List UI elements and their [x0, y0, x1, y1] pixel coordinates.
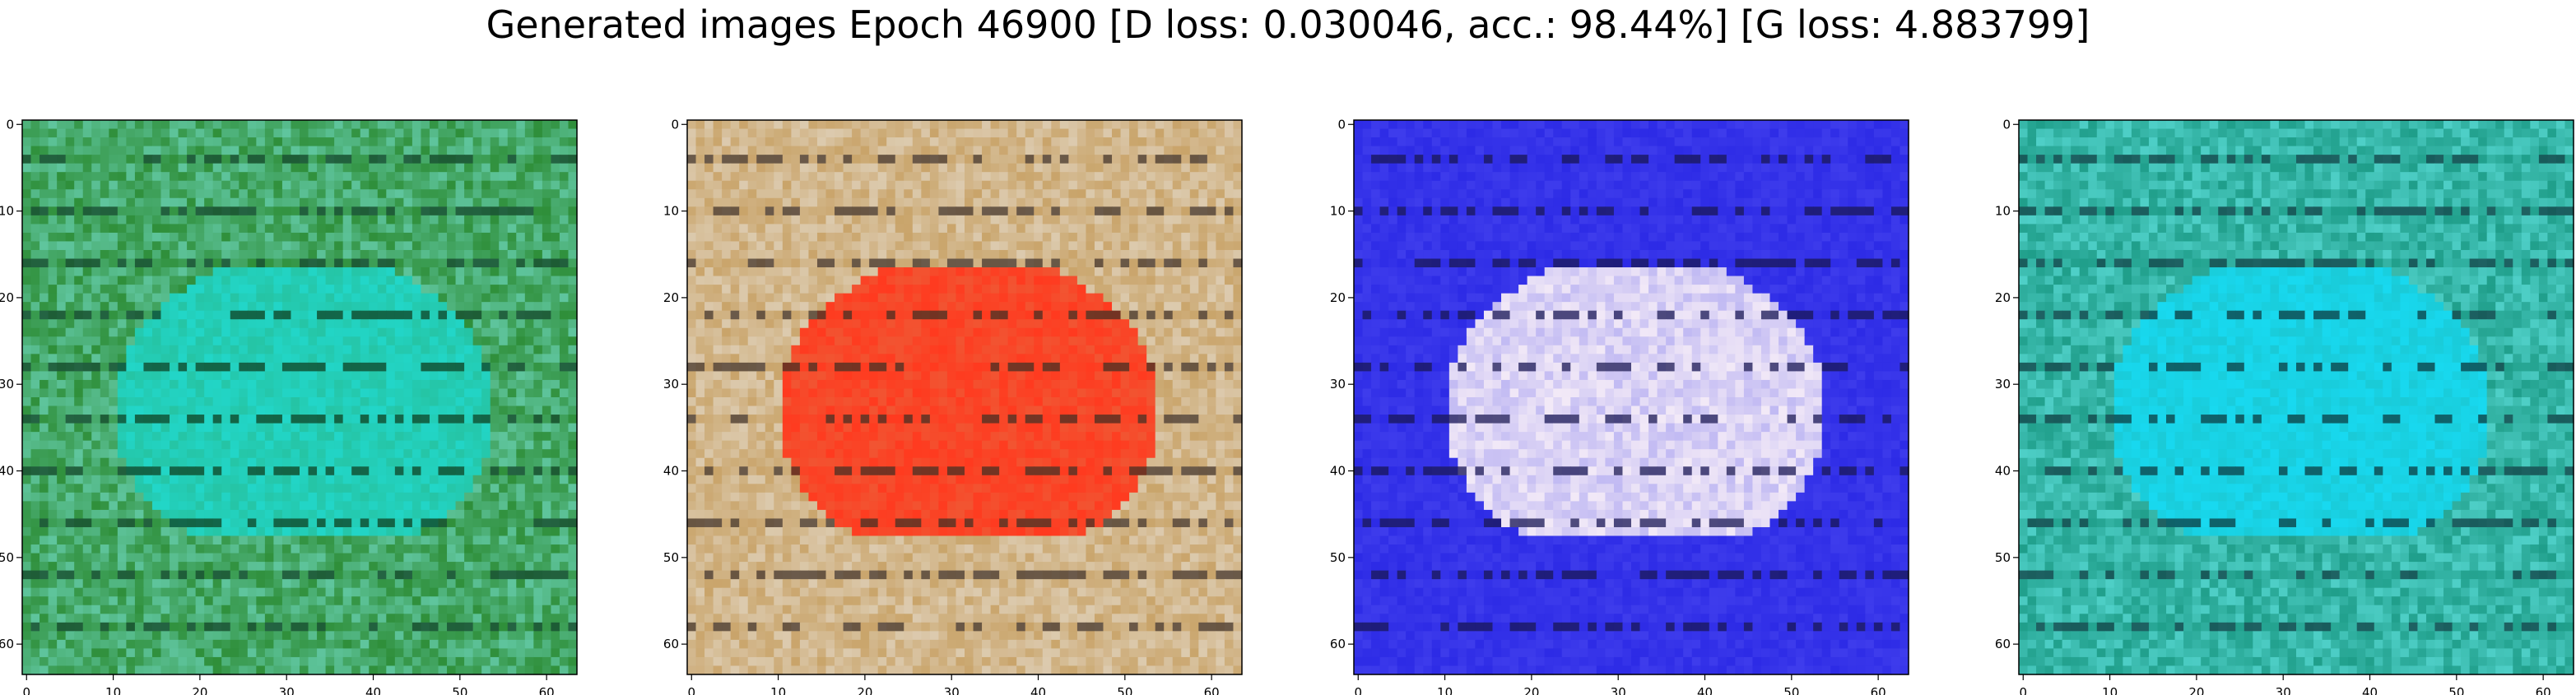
y-tick-label: 40 [663, 464, 679, 479]
y-tick-label: 10 [1995, 204, 2011, 219]
figure-title: Generated images Epoch 46900 [D loss: 0.… [486, 2, 2090, 47]
y-tick-label: 30 [663, 377, 679, 392]
image-panel-1: 0 10 20 30 40 50 60 0 10 20 30 40 50 60 [0, 117, 578, 695]
x-tick-label: 60 [539, 685, 555, 695]
y-tick-label: 20 [0, 290, 14, 305]
x-tick-label: 10 [1437, 685, 1453, 695]
generated-image-1 [22, 120, 578, 675]
y-tick-label: 20 [663, 290, 679, 305]
y-tick-label: 10 [1330, 204, 1346, 219]
x-tick-label: 60 [1871, 685, 1886, 695]
y-tick-label: 0 [671, 117, 679, 132]
y-tick-label: 20 [1330, 290, 1346, 305]
y-tick-label: 0 [6, 117, 14, 132]
x-tick-label: 60 [1204, 685, 1220, 695]
generated-image-4 [2019, 120, 2574, 675]
y-tick-label: 40 [1330, 464, 1346, 479]
x-tick-label: 30 [279, 685, 295, 695]
x-tick-label: 0 [1354, 685, 1362, 695]
x-tick-label: 10 [2102, 685, 2118, 695]
x-tick-label: 10 [770, 685, 786, 695]
x-tick-label: 30 [2276, 685, 2291, 695]
x-tick-label: 50 [452, 685, 467, 695]
x-tick-label: 20 [2188, 685, 2204, 695]
y-tick-label: 60 [663, 637, 679, 651]
axes-frame [21, 119, 578, 675]
y-tick-label: 40 [0, 464, 14, 479]
generated-image-2 [687, 120, 1243, 675]
x-tick-label: 50 [2448, 685, 2464, 695]
y-tick-label: 0 [2002, 117, 2011, 132]
generated-image-3 [1354, 120, 1909, 675]
x-tick-label: 60 [2536, 685, 2551, 695]
axes-frame [2018, 119, 2574, 675]
x-tick-label: 20 [1523, 685, 1539, 695]
y-tick-label: 0 [1337, 117, 1346, 132]
y-tick-label: 40 [1995, 464, 2011, 479]
y-tick-label: 10 [663, 204, 679, 219]
y-tick-label: 50 [663, 550, 679, 565]
x-tick-label: 20 [192, 685, 207, 695]
x-tick-label: 40 [1697, 685, 1713, 695]
x-tick-label: 50 [1783, 685, 1799, 695]
y-tick-label: 10 [0, 204, 14, 219]
y-tick-label: 50 [0, 550, 14, 565]
x-tick-label: 0 [22, 685, 30, 695]
y-tick-label: 30 [1995, 377, 2011, 392]
x-tick-label: 40 [365, 685, 381, 695]
y-tick-label: 30 [1330, 377, 1346, 392]
y-tick-label: 60 [0, 637, 14, 651]
y-tick-label: 20 [1995, 290, 2011, 305]
x-tick-label: 30 [944, 685, 960, 695]
y-tick-label: 50 [1995, 550, 2011, 565]
image-panel-2: 0 10 20 30 40 50 60 0 10 20 30 40 50 60 [663, 117, 1243, 695]
x-tick-label: 0 [687, 685, 695, 695]
image-panel-3: 0 10 20 30 40 50 60 0 10 20 30 40 50 60 [1330, 117, 1909, 695]
x-tick-label: 50 [1117, 685, 1132, 695]
x-tick-label: 20 [857, 685, 872, 695]
x-tick-label: 40 [2362, 685, 2378, 695]
image-panel-4: 0 10 20 30 40 50 60 0 10 20 30 40 50 60 [1995, 117, 2574, 695]
y-tick-label: 30 [0, 377, 14, 392]
y-tick-label: 60 [1995, 637, 2011, 651]
x-tick-label: 0 [2019, 685, 2027, 695]
x-tick-label: 10 [105, 685, 121, 695]
x-tick-label: 40 [1030, 685, 1046, 695]
axes-frame [1353, 119, 1909, 675]
y-tick-label: 60 [1330, 637, 1346, 651]
y-tick-label: 50 [1330, 550, 1346, 565]
axes-frame [686, 119, 1243, 675]
x-tick-label: 30 [1611, 685, 1626, 695]
